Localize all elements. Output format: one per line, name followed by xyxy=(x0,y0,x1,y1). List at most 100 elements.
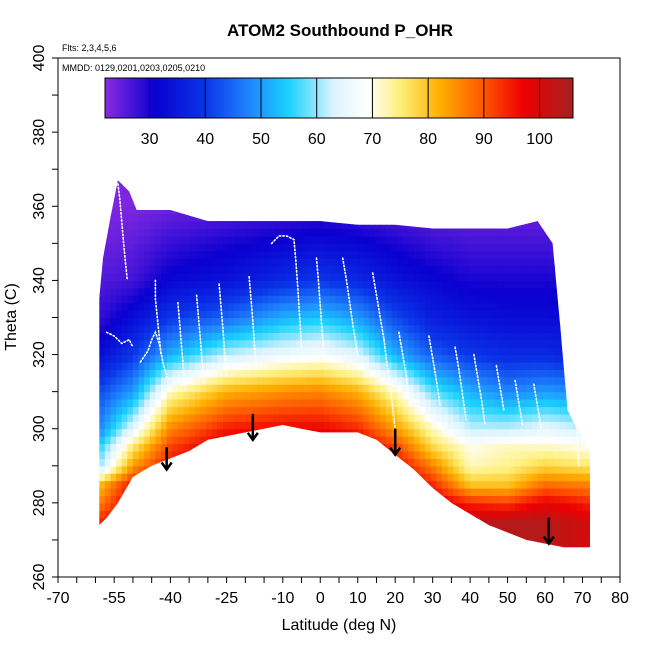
field-cell xyxy=(526,488,533,496)
field-cell xyxy=(284,184,291,192)
field-cell xyxy=(458,324,466,333)
field-cell xyxy=(200,280,207,289)
field-cell xyxy=(458,539,466,548)
field-cell xyxy=(149,495,156,504)
field-cell xyxy=(234,376,241,385)
field-cell xyxy=(352,228,359,237)
field-cell xyxy=(177,191,185,200)
field-cell xyxy=(301,317,308,326)
field-cell xyxy=(251,384,258,393)
field-cell xyxy=(588,413,590,422)
field-cell xyxy=(116,539,123,548)
field-cell xyxy=(177,480,185,489)
field-cell xyxy=(222,198,230,207)
field-cell xyxy=(402,399,409,408)
field-cell xyxy=(385,399,392,408)
field-cell xyxy=(273,317,280,326)
field-cell xyxy=(295,465,303,474)
field-cell xyxy=(363,517,370,526)
field-cell xyxy=(380,488,387,496)
field-cell xyxy=(442,488,449,496)
field-cell xyxy=(194,265,201,274)
field-cell xyxy=(161,317,168,326)
field-cell xyxy=(548,384,555,393)
field-cell xyxy=(498,517,505,526)
field-cell xyxy=(369,502,376,511)
field-cell xyxy=(565,517,572,526)
field-cell xyxy=(200,436,207,445)
x-tick-label: 30 xyxy=(424,590,442,607)
field-cell xyxy=(312,502,319,511)
field-cell xyxy=(307,458,314,467)
field-cell xyxy=(402,191,409,200)
field-cell xyxy=(234,180,241,185)
field-cell xyxy=(560,295,567,304)
field-cell xyxy=(138,235,145,244)
field-cell xyxy=(515,428,522,437)
field-cell xyxy=(239,458,246,467)
field-cell xyxy=(458,180,466,185)
field-cell xyxy=(116,310,123,319)
field-cell xyxy=(104,451,111,459)
field-cell xyxy=(374,421,381,430)
field-cell xyxy=(155,280,162,289)
field-cell xyxy=(576,287,584,296)
field-cell xyxy=(127,273,134,281)
field-cell xyxy=(200,369,207,378)
colorbar-tick-label: 50 xyxy=(252,131,270,148)
field-cell xyxy=(380,250,387,259)
field-cell xyxy=(475,428,482,437)
field-cell xyxy=(481,221,488,230)
field-cell xyxy=(211,235,218,244)
field-cell xyxy=(475,399,482,408)
field-cell xyxy=(369,362,376,370)
field-cell xyxy=(267,265,274,274)
flight-track-10 xyxy=(341,257,359,356)
field-cell xyxy=(324,221,331,230)
field-cell xyxy=(155,525,162,534)
field-cell xyxy=(329,221,336,230)
field-cell xyxy=(132,384,140,393)
field-cell xyxy=(161,243,168,252)
field-cell xyxy=(425,169,431,177)
field-cell xyxy=(458,376,466,385)
field-cell xyxy=(245,347,252,356)
field-cell xyxy=(155,213,162,222)
field-cell xyxy=(144,443,151,452)
field-cell xyxy=(318,213,325,222)
field-cell xyxy=(453,451,460,459)
field-cell xyxy=(503,502,511,511)
field-cell xyxy=(380,354,387,363)
field-cell xyxy=(509,525,516,534)
field-cell xyxy=(116,347,123,356)
field-cell xyxy=(503,525,511,534)
field-cell xyxy=(413,228,421,237)
field-cell xyxy=(503,406,511,415)
field-cell xyxy=(346,547,353,548)
field-cell xyxy=(374,332,381,341)
field-cell xyxy=(183,198,190,207)
field-cell xyxy=(357,465,364,474)
field-cell xyxy=(576,347,584,356)
field-cell xyxy=(104,198,111,207)
field-cell xyxy=(520,317,527,326)
field-cell xyxy=(526,265,533,274)
field-cell xyxy=(509,413,516,422)
field-cell xyxy=(239,206,246,215)
field-cell xyxy=(284,428,291,437)
field-cell xyxy=(340,502,348,511)
field-cell xyxy=(385,295,392,304)
field-cell xyxy=(447,369,454,378)
field-cell xyxy=(408,347,415,356)
field-cell xyxy=(189,406,196,415)
field-cell xyxy=(526,191,533,200)
field-cell xyxy=(301,488,308,496)
field-cell xyxy=(189,213,196,222)
field-cell xyxy=(487,488,494,496)
field-cell xyxy=(228,502,235,511)
field-cell xyxy=(442,436,449,445)
field-cell xyxy=(177,399,185,408)
field-cell xyxy=(436,221,443,230)
field-cell xyxy=(369,235,376,244)
field-cell xyxy=(217,213,224,222)
